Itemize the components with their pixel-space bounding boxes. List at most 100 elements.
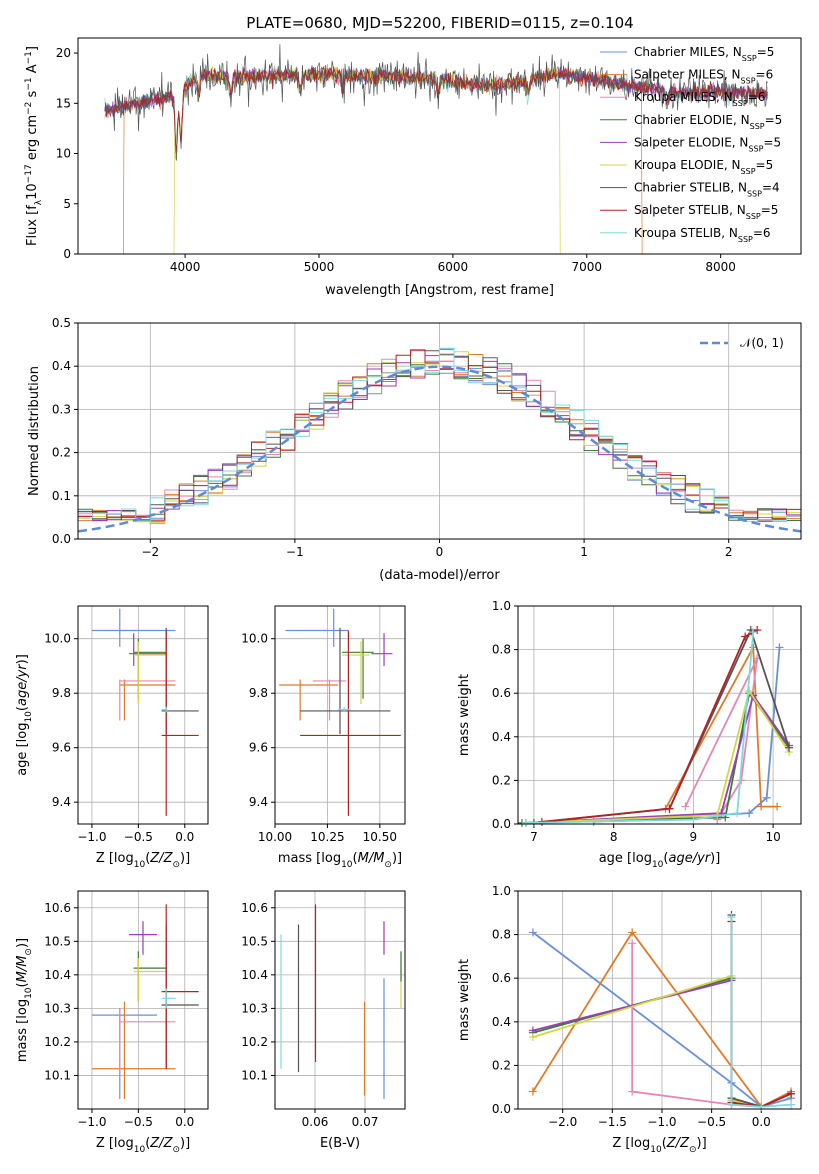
- mass-vs-ebv-panel: 0.06 0.07 10.1 10.2 10.3 10.4 10.5 10.6 E(B-V): [241, 890, 406, 1151]
- plus-marker: [787, 1100, 796, 1109]
- x-tick-label: −1.0: [77, 1115, 106, 1129]
- figure-title: PLATE=0680, MJD=52200, FIBERID=0115, z=0…: [246, 14, 633, 32]
- plus-marker: [521, 818, 530, 827]
- y-tick-label: 10.5: [241, 934, 268, 948]
- age-vs-metallicity-panel: −1.0 −0.5 0.0 9.4 9.6 9.8 10.0 Z [log10(Z/Z⊙)] a…: [15, 605, 209, 870]
- plus-marker: [628, 1087, 637, 1096]
- x-tick-label: 9: [690, 830, 698, 844]
- plus-marker: [762, 793, 771, 802]
- plus-marker: [528, 1033, 537, 1042]
- y-tick-label: 10.3: [44, 1001, 71, 1015]
- y-tick-label: 9.8: [249, 686, 268, 700]
- y-tick-label: 1.0: [492, 599, 511, 613]
- series-line: [664, 644, 778, 810]
- y-tick-label: 0.3: [52, 402, 71, 416]
- plus-marker: [745, 687, 754, 696]
- y-tick-label: 20: [56, 46, 71, 60]
- x-tick-label: 8: [610, 830, 618, 844]
- legend-label: Kroupa MILES, NSSP=6: [634, 90, 765, 108]
- x-tick-label: −0.5: [697, 1115, 726, 1129]
- x-tick-label: −1: [286, 545, 304, 559]
- y-tick-label: 10.4: [241, 968, 268, 982]
- x-tick-label: 0.0: [752, 1115, 771, 1129]
- plus-marker: [727, 1100, 736, 1109]
- y-tick-label: 0.4: [492, 730, 511, 744]
- x-tick-label: −1.0: [647, 1115, 676, 1129]
- spectrum-series-line: [104, 66, 768, 150]
- plus-marker: [628, 928, 637, 937]
- plus-marker: [741, 632, 750, 641]
- y-tick-label: 0.2: [492, 1058, 511, 1072]
- x-tick-label: 6000: [438, 260, 469, 274]
- plus-marker: [681, 802, 690, 811]
- x-tick-label: 10: [765, 830, 780, 844]
- series-line: [730, 917, 792, 1108]
- plus-marker: [528, 928, 537, 937]
- x-tick-label: 7: [530, 830, 538, 844]
- y-tick-label: 10.2: [44, 1035, 71, 1049]
- histogram-step: [78, 347, 801, 539]
- y-axis-label: Normed distribution: [27, 366, 42, 496]
- plus-marker: [749, 628, 758, 637]
- mass_vs_Z-frame: [77, 890, 209, 1110]
- x-tick-label: 0.06: [302, 1115, 329, 1129]
- y-tick-label: 10.6: [241, 901, 268, 915]
- legend-label: Chabrier MILES, NSSP=5: [634, 45, 774, 63]
- legend-label: Salpeter STELIB, NSSP=5: [634, 203, 778, 221]
- x-tick-label: 2: [725, 545, 733, 559]
- y-axis-label: mass [log10(M/M⊙)]: [15, 938, 34, 1062]
- legend-label: Chabrier ELODIE, NSSP=5: [634, 113, 782, 131]
- legend-label: Kroupa ELODIE, NSSP=5: [634, 158, 773, 176]
- spectrum-panel: 4000 5000 6000 7000 8000 0 5 10 15 20 wavelength […: [24, 37, 802, 298]
- age_vs_Z-frame: [77, 605, 209, 825]
- y-tick-label: 0.8: [492, 928, 511, 942]
- spectrum-series-line: [173, 65, 561, 254]
- y-tick-label: 10.4: [44, 968, 71, 982]
- y-tick-label: 10: [56, 147, 71, 161]
- y-tick-label: 0.8: [492, 643, 511, 657]
- x-axis-label: age [log10(age/yr)]: [599, 851, 721, 870]
- plus-marker: [727, 913, 736, 922]
- y-tick-label: 0.2: [492, 773, 511, 787]
- y-tick-label: 10.0: [44, 632, 71, 646]
- y-axis-label: age [log10(age/yr)]: [15, 654, 34, 776]
- mass-vs-metallicity-panel: −1.0 −0.5 0.0 10.1 10.2 10.3 10.4 10.5 10.6 Z [lo…: [15, 890, 209, 1155]
- y-tick-label: 1.0: [492, 884, 511, 898]
- y-tick-label: 0.4: [492, 1015, 511, 1029]
- x-tick-label: 10.25: [310, 830, 344, 844]
- plus-marker: [787, 1089, 796, 1098]
- age-vs-mass-panel: 10.00 10.25 10.50 9.4 9.6 9.8 10.0 mass [log10(…: [241, 605, 406, 870]
- x-tick-label: −0.5: [124, 1115, 153, 1129]
- y-tick-label: 5: [63, 197, 71, 211]
- series-line: [525, 688, 790, 824]
- x-axis-label: Z [log10(Z/Z⊙)]: [96, 851, 190, 870]
- mass-weight-vs-age-panel: 7 8 9 10 0.0 0.2 0.4 0.6 0.8 1.0 age [log10(age/yr…: [457, 599, 802, 870]
- x-tick-label: −1.5: [598, 1115, 627, 1129]
- plus-marker: [689, 815, 698, 824]
- x-tick-label: 0.0: [175, 830, 194, 844]
- x-tick-label: 5000: [304, 260, 335, 274]
- plus-marker: [665, 804, 674, 813]
- y-tick-label: 0.0: [52, 532, 71, 546]
- residuals-frame: [77, 322, 802, 540]
- x-tick-label: 7000: [572, 260, 603, 274]
- x-axis-label: E(B-V): [320, 1136, 360, 1151]
- y-tick-label: 10.2: [241, 1035, 268, 1049]
- y-tick-label: 0.4: [52, 359, 71, 373]
- legend-label: Kroupa STELIB, NSSP=6: [634, 226, 771, 244]
- y-tick-label: 0: [63, 247, 71, 261]
- y-tick-label: 10.1: [44, 1068, 71, 1082]
- x-tick-label: −2.0: [548, 1115, 577, 1129]
- y-tick-label: 10.3: [241, 1001, 268, 1015]
- y-tick-label: 0.5: [52, 316, 71, 330]
- x-axis-label: Z [log10(Z/Z⊙)]: [96, 1136, 190, 1155]
- y-tick-label: 0.6: [492, 686, 511, 700]
- y-tick-label: 0.0: [492, 1102, 511, 1116]
- plus-marker: [733, 809, 742, 818]
- legend-label: Chabrier STELIB, NSSP=4: [634, 181, 780, 199]
- spectrum-frame: [77, 37, 802, 255]
- spectrum-series-line: [104, 44, 768, 161]
- y-tick-label: 0.1: [52, 489, 71, 503]
- plus-marker: [745, 809, 754, 818]
